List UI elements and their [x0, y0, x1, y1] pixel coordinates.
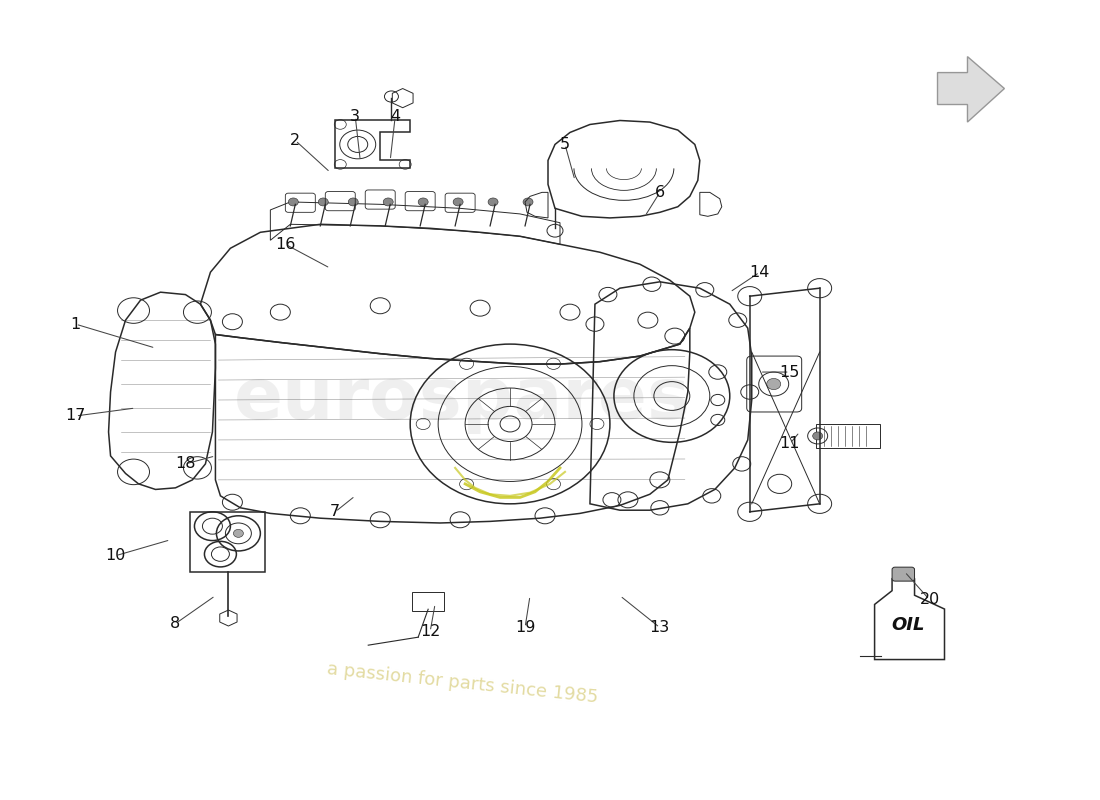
Text: 14: 14	[749, 265, 770, 280]
Text: a passion for parts since 1985: a passion for parts since 1985	[326, 660, 598, 706]
Text: 11: 11	[780, 437, 800, 451]
Text: 20: 20	[920, 592, 939, 607]
Circle shape	[488, 198, 498, 206]
Circle shape	[383, 198, 393, 206]
Circle shape	[233, 530, 243, 538]
Circle shape	[288, 198, 298, 206]
Circle shape	[813, 432, 823, 440]
Text: 5: 5	[560, 137, 570, 152]
Text: 16: 16	[275, 237, 296, 252]
Text: 7: 7	[330, 504, 340, 519]
Text: 8: 8	[170, 616, 180, 631]
Circle shape	[318, 198, 328, 206]
Circle shape	[349, 198, 359, 206]
Text: 19: 19	[515, 620, 536, 635]
Text: 1: 1	[70, 317, 80, 332]
Circle shape	[418, 198, 428, 206]
Text: 13: 13	[650, 620, 670, 635]
Text: 12: 12	[420, 624, 440, 639]
Text: 17: 17	[65, 409, 86, 423]
FancyBboxPatch shape	[892, 567, 914, 581]
Text: 3: 3	[350, 109, 360, 124]
Text: 4: 4	[390, 109, 400, 124]
Circle shape	[453, 198, 463, 206]
Text: 10: 10	[106, 548, 125, 563]
Text: 2: 2	[290, 133, 300, 148]
Text: OIL: OIL	[892, 616, 925, 634]
Text: 18: 18	[175, 456, 196, 471]
Polygon shape	[937, 57, 1004, 122]
Circle shape	[522, 198, 534, 206]
Text: 6: 6	[654, 185, 664, 200]
Text: 15: 15	[780, 365, 800, 379]
Text: eurospares: eurospares	[233, 366, 691, 434]
Circle shape	[767, 378, 781, 390]
